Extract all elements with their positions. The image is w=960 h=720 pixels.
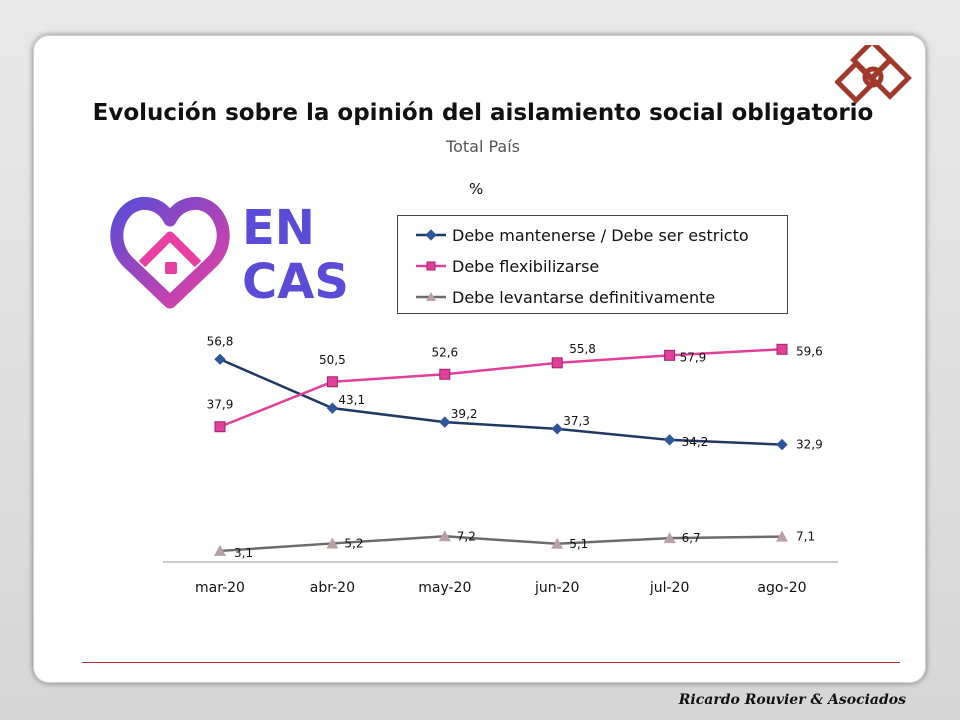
- data-label: 5,2: [344, 536, 363, 550]
- data-label: 5,1: [569, 537, 588, 551]
- legend-label-series-1: Debe mantenerse / Debe ser estricto: [452, 225, 749, 245]
- data-label: 55,8: [569, 342, 596, 356]
- series-line-2: [219, 348, 783, 428]
- data-label: 52,6: [431, 345, 458, 359]
- data-point-triangle: [326, 537, 339, 549]
- x-tick-label: jul-20: [649, 580, 690, 596]
- series-line-1: [219, 358, 783, 446]
- data-point-square: [664, 349, 676, 361]
- chart-title: Evolución sobre la opinión del aislamien…: [92, 100, 874, 126]
- data-point-triangle: [214, 544, 226, 556]
- corner-logo-icon: [835, 45, 912, 104]
- logo-text-en: EN: [242, 200, 315, 256]
- logo-text-casa: CASA: [242, 254, 348, 310]
- data-point-square: [439, 368, 451, 380]
- en-casa-logo: EN CASA: [110, 196, 348, 310]
- data-point-triangle: [438, 530, 451, 542]
- data-label: 50,5: [319, 353, 346, 367]
- data-point-diamond: [663, 434, 676, 446]
- legend-label-series-2: Debe flexibilizarse: [452, 256, 600, 276]
- series-line-3: [219, 535, 783, 553]
- legend-label-series-3: Debe levantarse definitivamente: [452, 287, 716, 307]
- data-point-triangle: [551, 537, 564, 549]
- data-label: 56,8: [207, 334, 234, 348]
- data-label: 3,1: [234, 546, 253, 560]
- data-point-square: [776, 343, 788, 355]
- data-label: 57,9: [680, 350, 707, 364]
- x-tick-label: mar-20: [195, 580, 245, 596]
- x-tick-label: jun-20: [534, 580, 580, 596]
- data-point-diamond: [776, 438, 788, 451]
- heart-house-icon: [110, 196, 230, 309]
- data-point-diamond: [326, 402, 339, 414]
- data-label: 34,2: [682, 435, 709, 449]
- x-tick-label: abr-20: [310, 580, 355, 596]
- x-tick-label: ago-20: [757, 580, 806, 596]
- data-label: 32,9: [796, 438, 823, 452]
- chart-subtitle: Total País: [446, 137, 520, 156]
- data-label: 59,6: [796, 344, 823, 358]
- legend-marker-diamond-icon: [416, 229, 446, 241]
- footer-divider: [82, 662, 900, 663]
- data-label: 39,2: [451, 407, 478, 421]
- data-label: 37,3: [563, 414, 590, 428]
- data-point-triangle: [776, 530, 788, 542]
- legend-marker-triangle-icon: [416, 292, 446, 301]
- data-label: 6,7: [682, 531, 701, 545]
- data-point-triangle: [663, 532, 676, 544]
- footer-signature: Ricardo Rouvier & Asociados: [678, 692, 906, 708]
- legend-marker-square-icon: [416, 261, 446, 271]
- legend-item-series-1: Debe mantenerse / Debe ser estricto: [416, 223, 749, 247]
- data-point-square: [551, 357, 563, 369]
- chart-legend: Debe mantenerse / Debe ser estricto Debe…: [397, 215, 788, 314]
- slide-panel: [33, 35, 926, 683]
- data-point-square: [214, 421, 226, 433]
- data-label: 43,1: [338, 393, 365, 407]
- legend-item-series-3: Debe levantarse definitivamente: [416, 285, 715, 309]
- data-label: 37,9: [207, 398, 234, 412]
- data-point-diamond: [214, 353, 226, 365]
- data-point-diamond: [551, 423, 563, 435]
- legend-item-series-2: Debe flexibilizarse: [416, 254, 599, 278]
- data-point-diamond: [439, 416, 451, 428]
- data-label: 7,1: [796, 530, 815, 544]
- x-tick-label: may-20: [418, 580, 471, 596]
- data-label: 7,2: [457, 529, 476, 543]
- data-point-square: [326, 376, 338, 388]
- unit-label: %: [469, 180, 484, 198]
